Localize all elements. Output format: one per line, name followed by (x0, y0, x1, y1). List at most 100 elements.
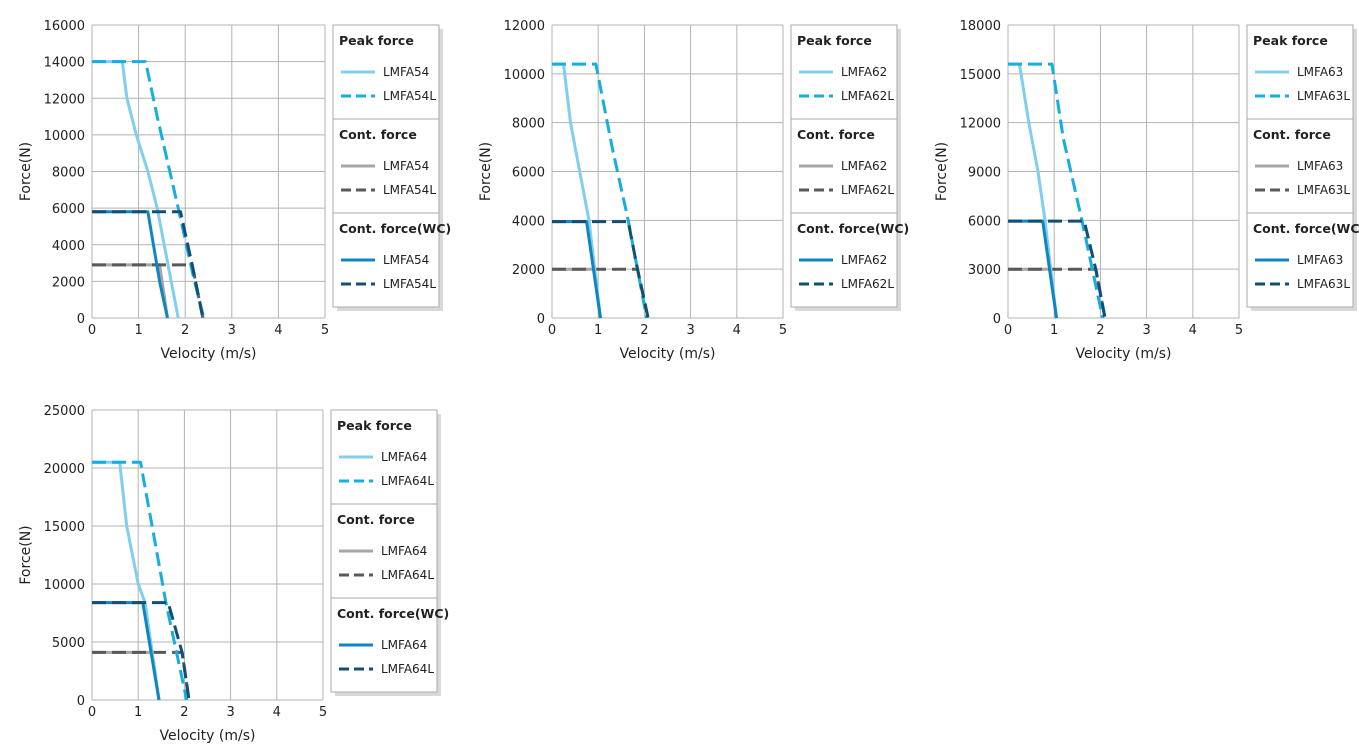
series-line-peak (552, 62, 602, 319)
legend-group-title: Cont. force(WC) (337, 606, 449, 621)
legend-item-label: LMFA54 (383, 65, 429, 79)
chart-4: 0 1 2 3 4 5 0 5000 10000 15000 20000 25000 Velocity … (18, 404, 449, 744)
legend-item-label: LMFA54 (383, 253, 429, 267)
x-tick-label: 3 (226, 705, 234, 720)
legend-item-label: LMFA62L (841, 89, 894, 103)
series-line-peak (1008, 62, 1058, 319)
x-tick-label: 0 (1004, 323, 1012, 338)
series-line-wc-l (92, 210, 205, 319)
y-tick-label: 0 (77, 312, 85, 327)
x-tick-label: 0 (88, 323, 96, 338)
legend-item-label: LMFA63 (1297, 253, 1343, 267)
legend-item-label: LMFA54L (383, 277, 436, 291)
y-tick-label: 2000 (52, 275, 85, 290)
legend-item-label: LMFA54L (383, 183, 436, 197)
legend-item-label: LMFA62L (841, 183, 894, 197)
x-tick-label: 5 (319, 705, 327, 720)
series-line-wc-l (1008, 219, 1107, 319)
legend-item-label: LMFA64L (381, 568, 434, 582)
legend-item-label: LMFA63L (1297, 183, 1350, 197)
x-tick-label: 5 (779, 323, 787, 338)
y-tick-label: 15000 (44, 520, 85, 535)
x-tick-label: 3 (228, 323, 236, 338)
series-line-peak-l (552, 62, 649, 319)
legend-group-title: Peak force (339, 33, 414, 48)
legend-group-title: Peak force (797, 33, 872, 48)
legend-group-title: Cont. force(WC) (1253, 221, 1359, 236)
y-tick-label: 2000 (512, 263, 545, 278)
legend-group-title: Peak force (1253, 33, 1328, 48)
y-tick-label: 12000 (44, 92, 85, 107)
y-tick-label: 6000 (52, 202, 85, 217)
y-tick-label: 6000 (968, 214, 1001, 229)
x-tick-label: 4 (733, 323, 741, 338)
legend-group-title: Peak force (337, 418, 412, 433)
x-tick-label: 3 (1142, 323, 1150, 338)
x-tick-label: 1 (594, 323, 602, 338)
series-line-cont-l (92, 263, 205, 319)
y-tick-label: 9000 (968, 166, 1001, 181)
x-axis-label: Velocity (m/s) (620, 346, 716, 362)
legend-group-title: Cont. force (1253, 127, 1331, 142)
legend-item-label: LMFA62 (841, 159, 887, 173)
legend-item-label: LMFA64 (381, 450, 427, 464)
chart-1: 0 1 2 3 4 5 0 2000 4000 6000 8000 10000 12000 14000 16… (18, 19, 451, 362)
x-axis-label: Velocity (m/s) (161, 346, 257, 362)
x-tick-label: 5 (1235, 323, 1243, 338)
y-tick-label: 16000 (44, 19, 85, 34)
legend-item-label: LMFA63 (1297, 65, 1343, 79)
x-tick-label: 3 (686, 323, 694, 338)
series-line-peak-l (92, 460, 189, 701)
y-tick-label: 10000 (44, 129, 85, 144)
y-tick-label: 0 (537, 312, 545, 327)
y-tick-label: 10000 (504, 68, 545, 83)
y-tick-label: 4000 (52, 239, 85, 254)
series-line-peak (92, 60, 180, 319)
legend-item-label: LMFA64 (381, 638, 427, 652)
x-axis-label: Velocity (m/s) (160, 728, 256, 744)
y-tick-label: 8000 (512, 117, 545, 132)
y-tick-label: 12000 (960, 117, 1001, 132)
y-axis-label: Force(N) (18, 525, 34, 584)
series-line-peak-l (1008, 62, 1105, 319)
y-tick-label: 18000 (960, 19, 1001, 34)
y-tick-label: 8000 (52, 166, 85, 181)
legend-group-title: Cont. force (337, 512, 415, 527)
series-line-peak-l (92, 60, 206, 319)
x-tick-label: 5 (321, 323, 329, 338)
chart-3: 0 1 2 3 4 5 0 3000 6000 9000 12000 15000 18000 Veloci… (934, 19, 1359, 362)
y-tick-label: 25000 (44, 404, 85, 419)
x-tick-label: 0 (548, 323, 556, 338)
y-tick-label: 0 (77, 694, 85, 709)
legend-item-label: LMFA63 (1297, 159, 1343, 173)
chart-2: 0 1 2 3 4 5 0 2000 4000 6000 8000 10000 12000 Velocit… (478, 19, 909, 362)
y-tick-label: 15000 (960, 68, 1001, 83)
y-tick-label: 4000 (512, 214, 545, 229)
x-tick-label: 2 (1096, 323, 1104, 338)
y-tick-label: 12000 (504, 19, 545, 34)
y-axis-label: Force(N) (478, 142, 494, 201)
legend-group-title: Cont. force (797, 127, 875, 142)
y-tick-label: 20000 (44, 462, 85, 477)
y-tick-label: 0 (993, 312, 1001, 327)
y-axis-label: Force(N) (934, 142, 950, 201)
y-tick-label: 5000 (52, 636, 85, 651)
series-line-wc-l (92, 601, 191, 701)
y-tick-label: 3000 (968, 263, 1001, 278)
series-line-cont (92, 650, 161, 701)
legend-group-title: Cont. force(WC) (797, 221, 909, 236)
legend-group-title: Cont. force (339, 127, 417, 142)
legend-item-label: LMFA64 (381, 544, 427, 558)
y-tick-label: 10000 (44, 578, 85, 593)
series-line-cont-l (92, 650, 191, 701)
x-axis-label: Velocity (m/s) (1076, 346, 1172, 362)
y-tick-label: 14000 (44, 56, 85, 71)
x-tick-label: 4 (1189, 323, 1197, 338)
legend-group-title: Cont. force(WC) (339, 221, 451, 236)
series-line-cont (92, 263, 169, 319)
legend-item-label: LMFA64L (381, 662, 434, 676)
legend-item-label: LMFA62L (841, 277, 894, 291)
x-tick-label: 2 (180, 705, 188, 720)
